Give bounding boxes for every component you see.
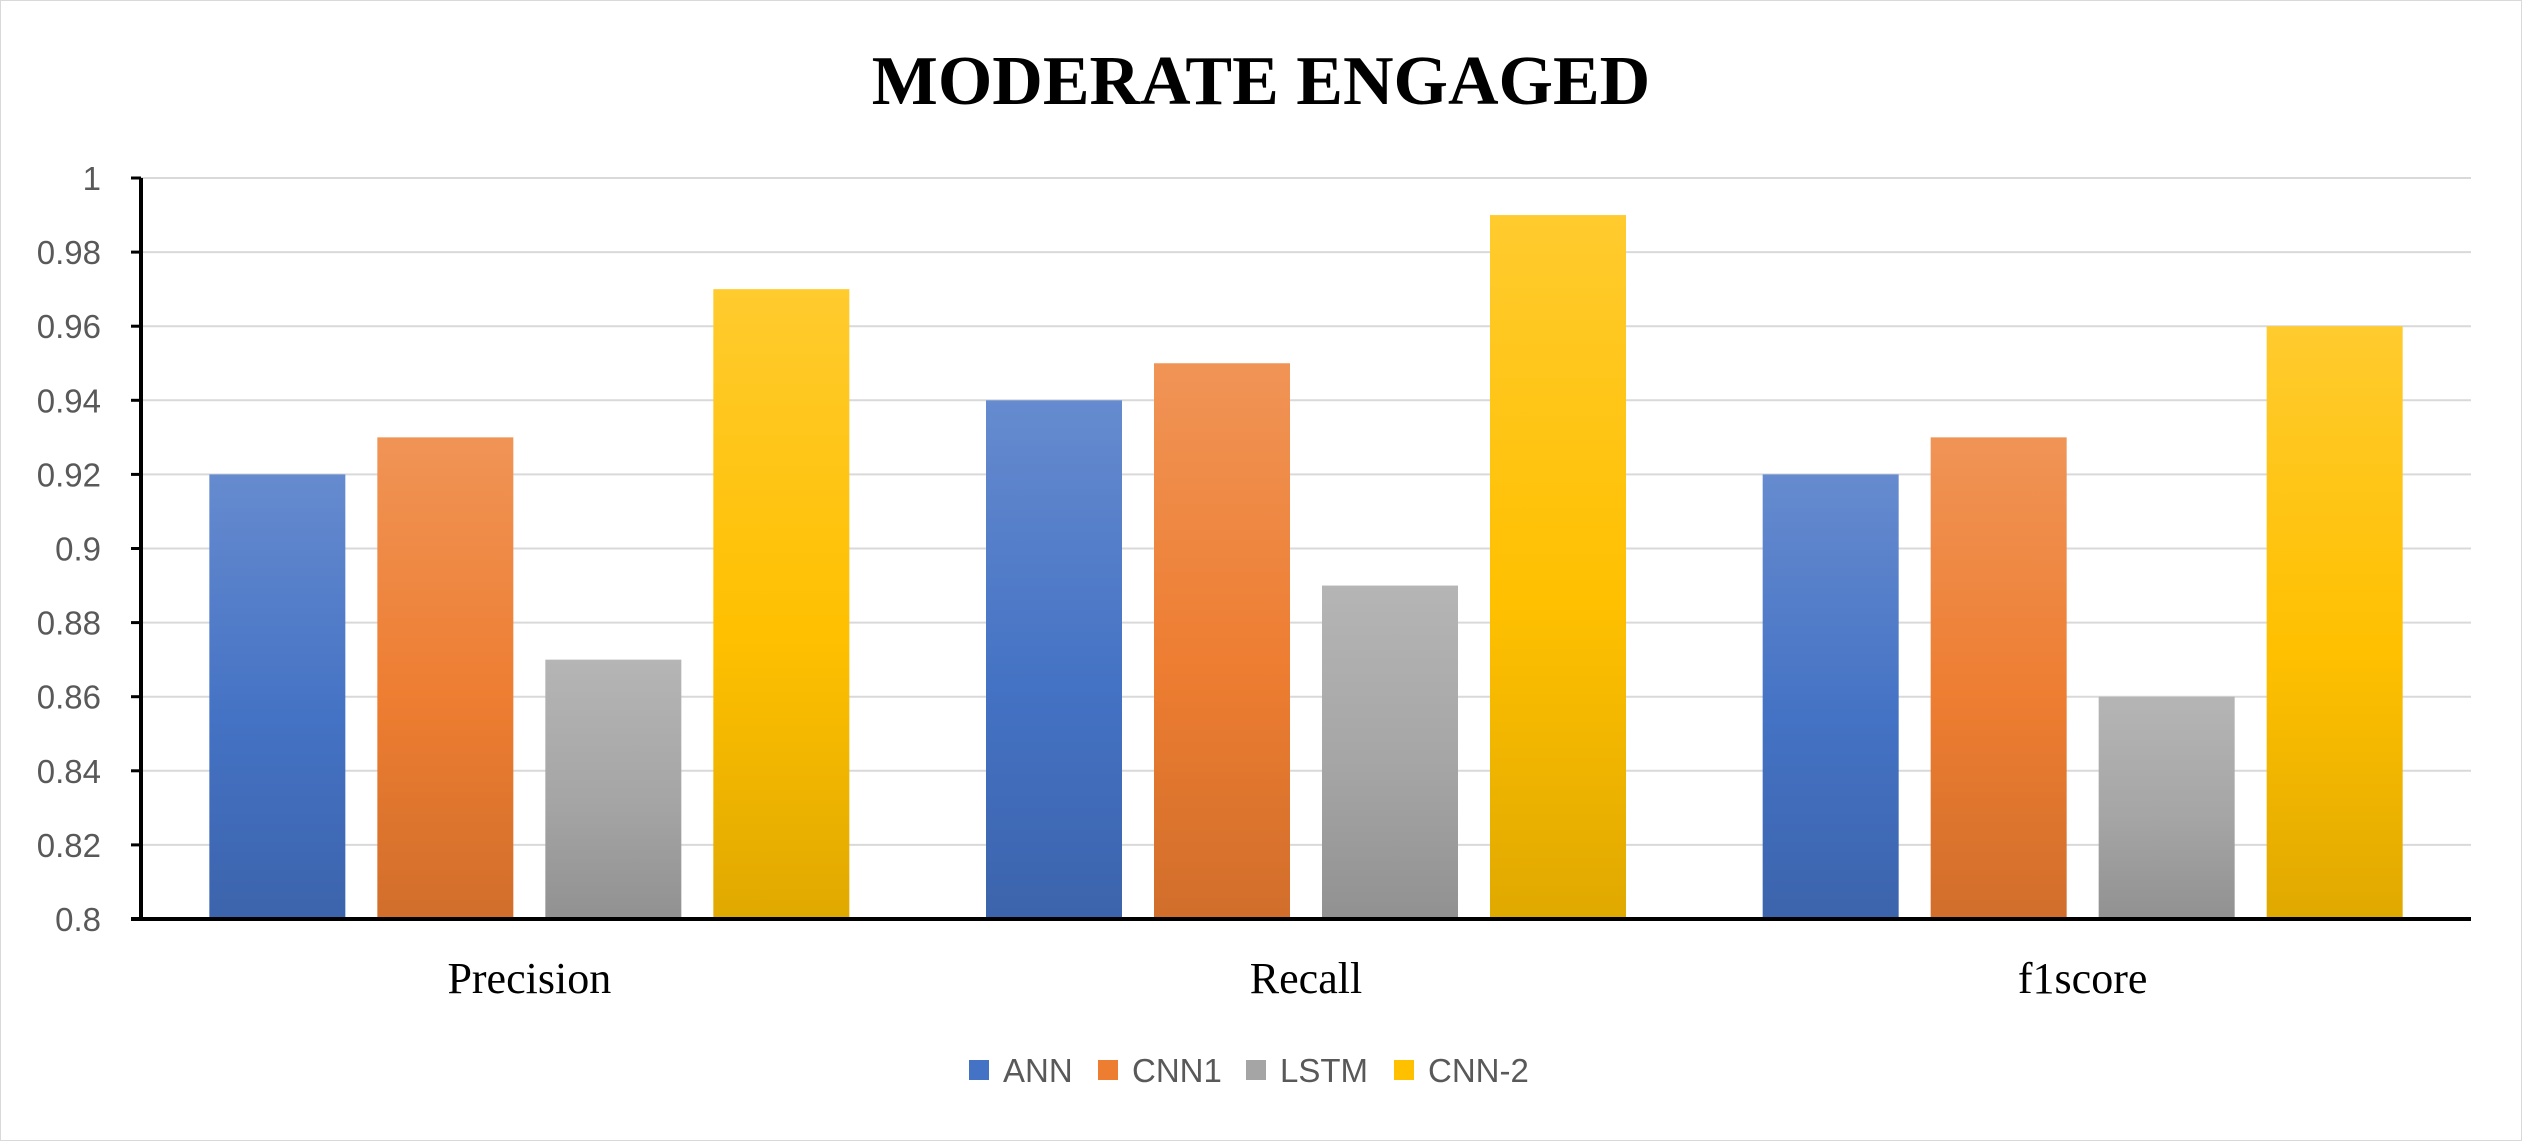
bar-cnn1-precision xyxy=(377,437,514,919)
y-tick-label: 0.82 xyxy=(37,827,101,864)
bar-lstm-precision xyxy=(545,659,682,919)
y-tick-label: 0.8 xyxy=(55,901,101,938)
x-tick-label-precision: Precision xyxy=(447,954,611,1003)
bar-cnn1-recall xyxy=(1154,363,1290,919)
bar-cnn-2-f1score xyxy=(2266,326,2403,919)
legend-label: LSTM xyxy=(1280,1052,1368,1089)
legend-swatch xyxy=(969,1060,989,1080)
legend: ANN CNN1 LSTM CNN-2 xyxy=(969,1052,1529,1089)
legend-swatch xyxy=(1394,1060,1414,1080)
bar-cnn-2-precision xyxy=(713,289,850,919)
y-tick-label: 1 xyxy=(83,160,101,197)
gridlines xyxy=(141,177,2471,846)
legend-swatch xyxy=(1098,1060,1118,1080)
x-tick-label-f1score: f1score xyxy=(2018,954,2148,1003)
legend-label: CNN1 xyxy=(1132,1052,1222,1089)
bar-cnn1-f1score xyxy=(1930,437,2067,919)
y-axis-ticks: 0.8 0.82 0.84 0.86 0.88 0.9 0.92 0.94 0.96 0.98 1 xyxy=(37,160,101,938)
bar-ann-recall xyxy=(986,400,1122,919)
y-tick-label: 0.94 xyxy=(37,382,101,419)
y-tick-label: 0.98 xyxy=(37,234,101,271)
bar-ann-precision xyxy=(209,474,346,919)
axes xyxy=(131,176,2471,921)
bar-cnn-2-recall xyxy=(1490,215,1626,920)
chart-title: MODERATE ENGAGED xyxy=(872,43,1650,120)
bar-lstm-f1score xyxy=(2098,696,2235,919)
bars xyxy=(209,215,2403,920)
x-axis-ticks: Precision Recall f1score xyxy=(447,954,2147,1003)
legend-item-cnn1: CNN1 xyxy=(1098,1052,1222,1089)
y-tick-label: 0.86 xyxy=(37,679,101,716)
bar-lstm-recall xyxy=(1322,585,1458,919)
bar-ann-f1score xyxy=(1762,474,1899,919)
legend-item-ann: ANN xyxy=(969,1052,1073,1089)
legend-label: ANN xyxy=(1003,1052,1073,1089)
y-tick-label: 0.84 xyxy=(37,753,101,790)
legend-label: CNN-2 xyxy=(1428,1052,1529,1089)
y-tick-label: 0.9 xyxy=(55,531,101,568)
legend-item-cnn-2: CNN-2 xyxy=(1394,1052,1529,1089)
legend-item-lstm: LSTM xyxy=(1246,1052,1368,1089)
y-tick-label: 0.92 xyxy=(37,456,101,493)
y-tick-label: 0.96 xyxy=(37,308,101,345)
y-tick-label: 0.88 xyxy=(37,605,101,642)
legend-swatch xyxy=(1246,1060,1266,1080)
x-tick-label-recall: Recall xyxy=(1250,954,1362,1003)
